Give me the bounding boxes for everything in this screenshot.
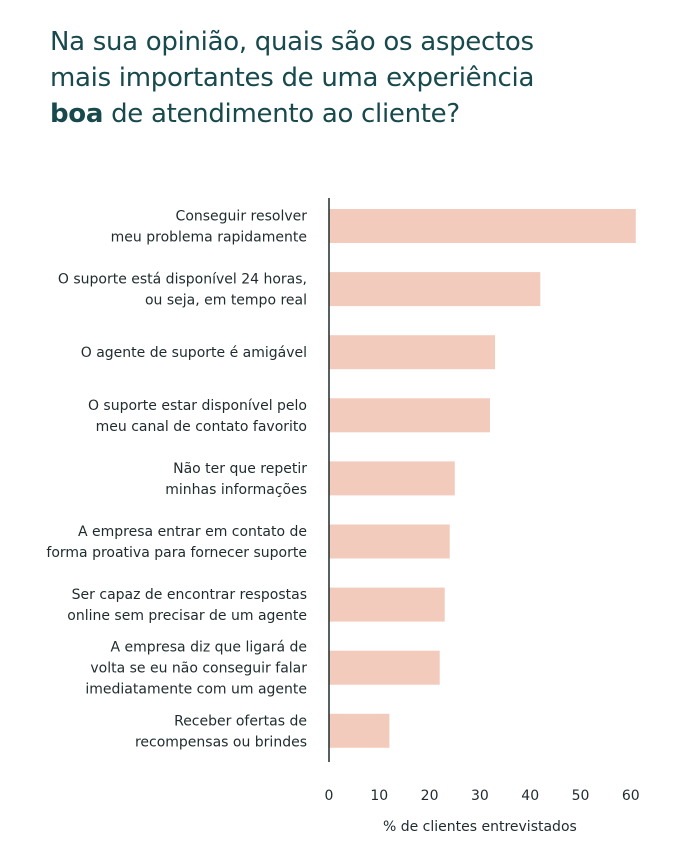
x-tick-labels-group: 0 10 20 30 40 50 60 [325, 788, 640, 804]
category-label: Conseguir resolver meu problema rapidamen… [111, 209, 308, 246]
category-label-line: O agente de suporte é amigável [81, 345, 307, 361]
category-label: Receber ofertas de recompensas ou brindes [135, 713, 307, 750]
category-label-line: ou seja, em tempo real [145, 293, 307, 309]
category-labels-group: Conseguir resolver meu problema rapidamen… [46, 209, 307, 751]
category-label: Ser capaz de encontrar respostas online s… [67, 587, 307, 624]
x-tick-label: 40 [521, 788, 539, 804]
bar [329, 461, 455, 496]
x-tick-label: 60 [622, 788, 640, 804]
chart-title: Na sua opinião, quais são os aspectos ma… [50, 24, 650, 132]
category-label-line: A empresa diz que ligará de [111, 640, 307, 656]
category-label-line: Ser capaz de encontrar respostas [72, 587, 307, 603]
category-label-line: Receber ofertas de [174, 713, 307, 729]
category-label-line: meu problema rapidamente [111, 230, 307, 246]
bar [329, 398, 490, 433]
category-label: O agente de suporte é amigável [81, 345, 307, 361]
bar [329, 335, 495, 370]
category-label-line: Conseguir resolver [176, 209, 308, 225]
category-label-line: O suporte está disponível 24 horas, [58, 272, 307, 288]
category-label: A empresa diz que ligará de volta se eu n… [85, 640, 307, 698]
category-label-line: forma proativa para fornecer suporte [46, 545, 307, 561]
chart-title-line-1: Na sua opinião, quais são os aspectos [50, 27, 534, 57]
category-label-line: recompensas ou brindes [135, 734, 307, 750]
bar [329, 524, 450, 559]
x-tick-label: 20 [421, 788, 439, 804]
category-label-line: imediatamente com um agente [85, 682, 307, 698]
x-axis-title: % de clientes entrevistados [383, 819, 577, 835]
category-label-line: O suporte estar disponível pelo [88, 398, 307, 414]
category-label: O suporte estar disponível pelo meu canal… [88, 398, 307, 435]
bar [329, 272, 541, 307]
category-label-line: meu canal de contato favorito [96, 419, 307, 435]
category-label: A empresa entrar em contato de forma proa… [46, 524, 307, 561]
category-label-line: volta se eu não conseguir falar [90, 661, 307, 677]
bar [329, 650, 440, 685]
bar [329, 713, 390, 748]
category-label-line: Não ter que repetir [173, 461, 307, 477]
chart-title-line-2: mais importantes de uma experiência [50, 63, 535, 93]
x-tick-label: 10 [370, 788, 388, 804]
chart-title-line-3: de atendimento ao cliente? [103, 99, 460, 129]
chart-title-emphasis: boa [50, 99, 104, 129]
category-label-line: A empresa entrar em contato de [78, 524, 307, 540]
category-label: O suporte está disponível 24 horas, ou se… [58, 272, 307, 309]
bar [329, 587, 445, 622]
category-label-line: minhas informações [165, 482, 307, 498]
x-tick-label: 30 [471, 788, 489, 804]
x-tick-label: 0 [325, 788, 334, 804]
category-label: Não ter que repetir minhas informações [165, 461, 307, 498]
x-tick-label: 50 [572, 788, 590, 804]
category-label-line: online sem precisar de um agente [67, 608, 307, 624]
bar [329, 209, 636, 243]
bars-group [329, 209, 636, 748]
